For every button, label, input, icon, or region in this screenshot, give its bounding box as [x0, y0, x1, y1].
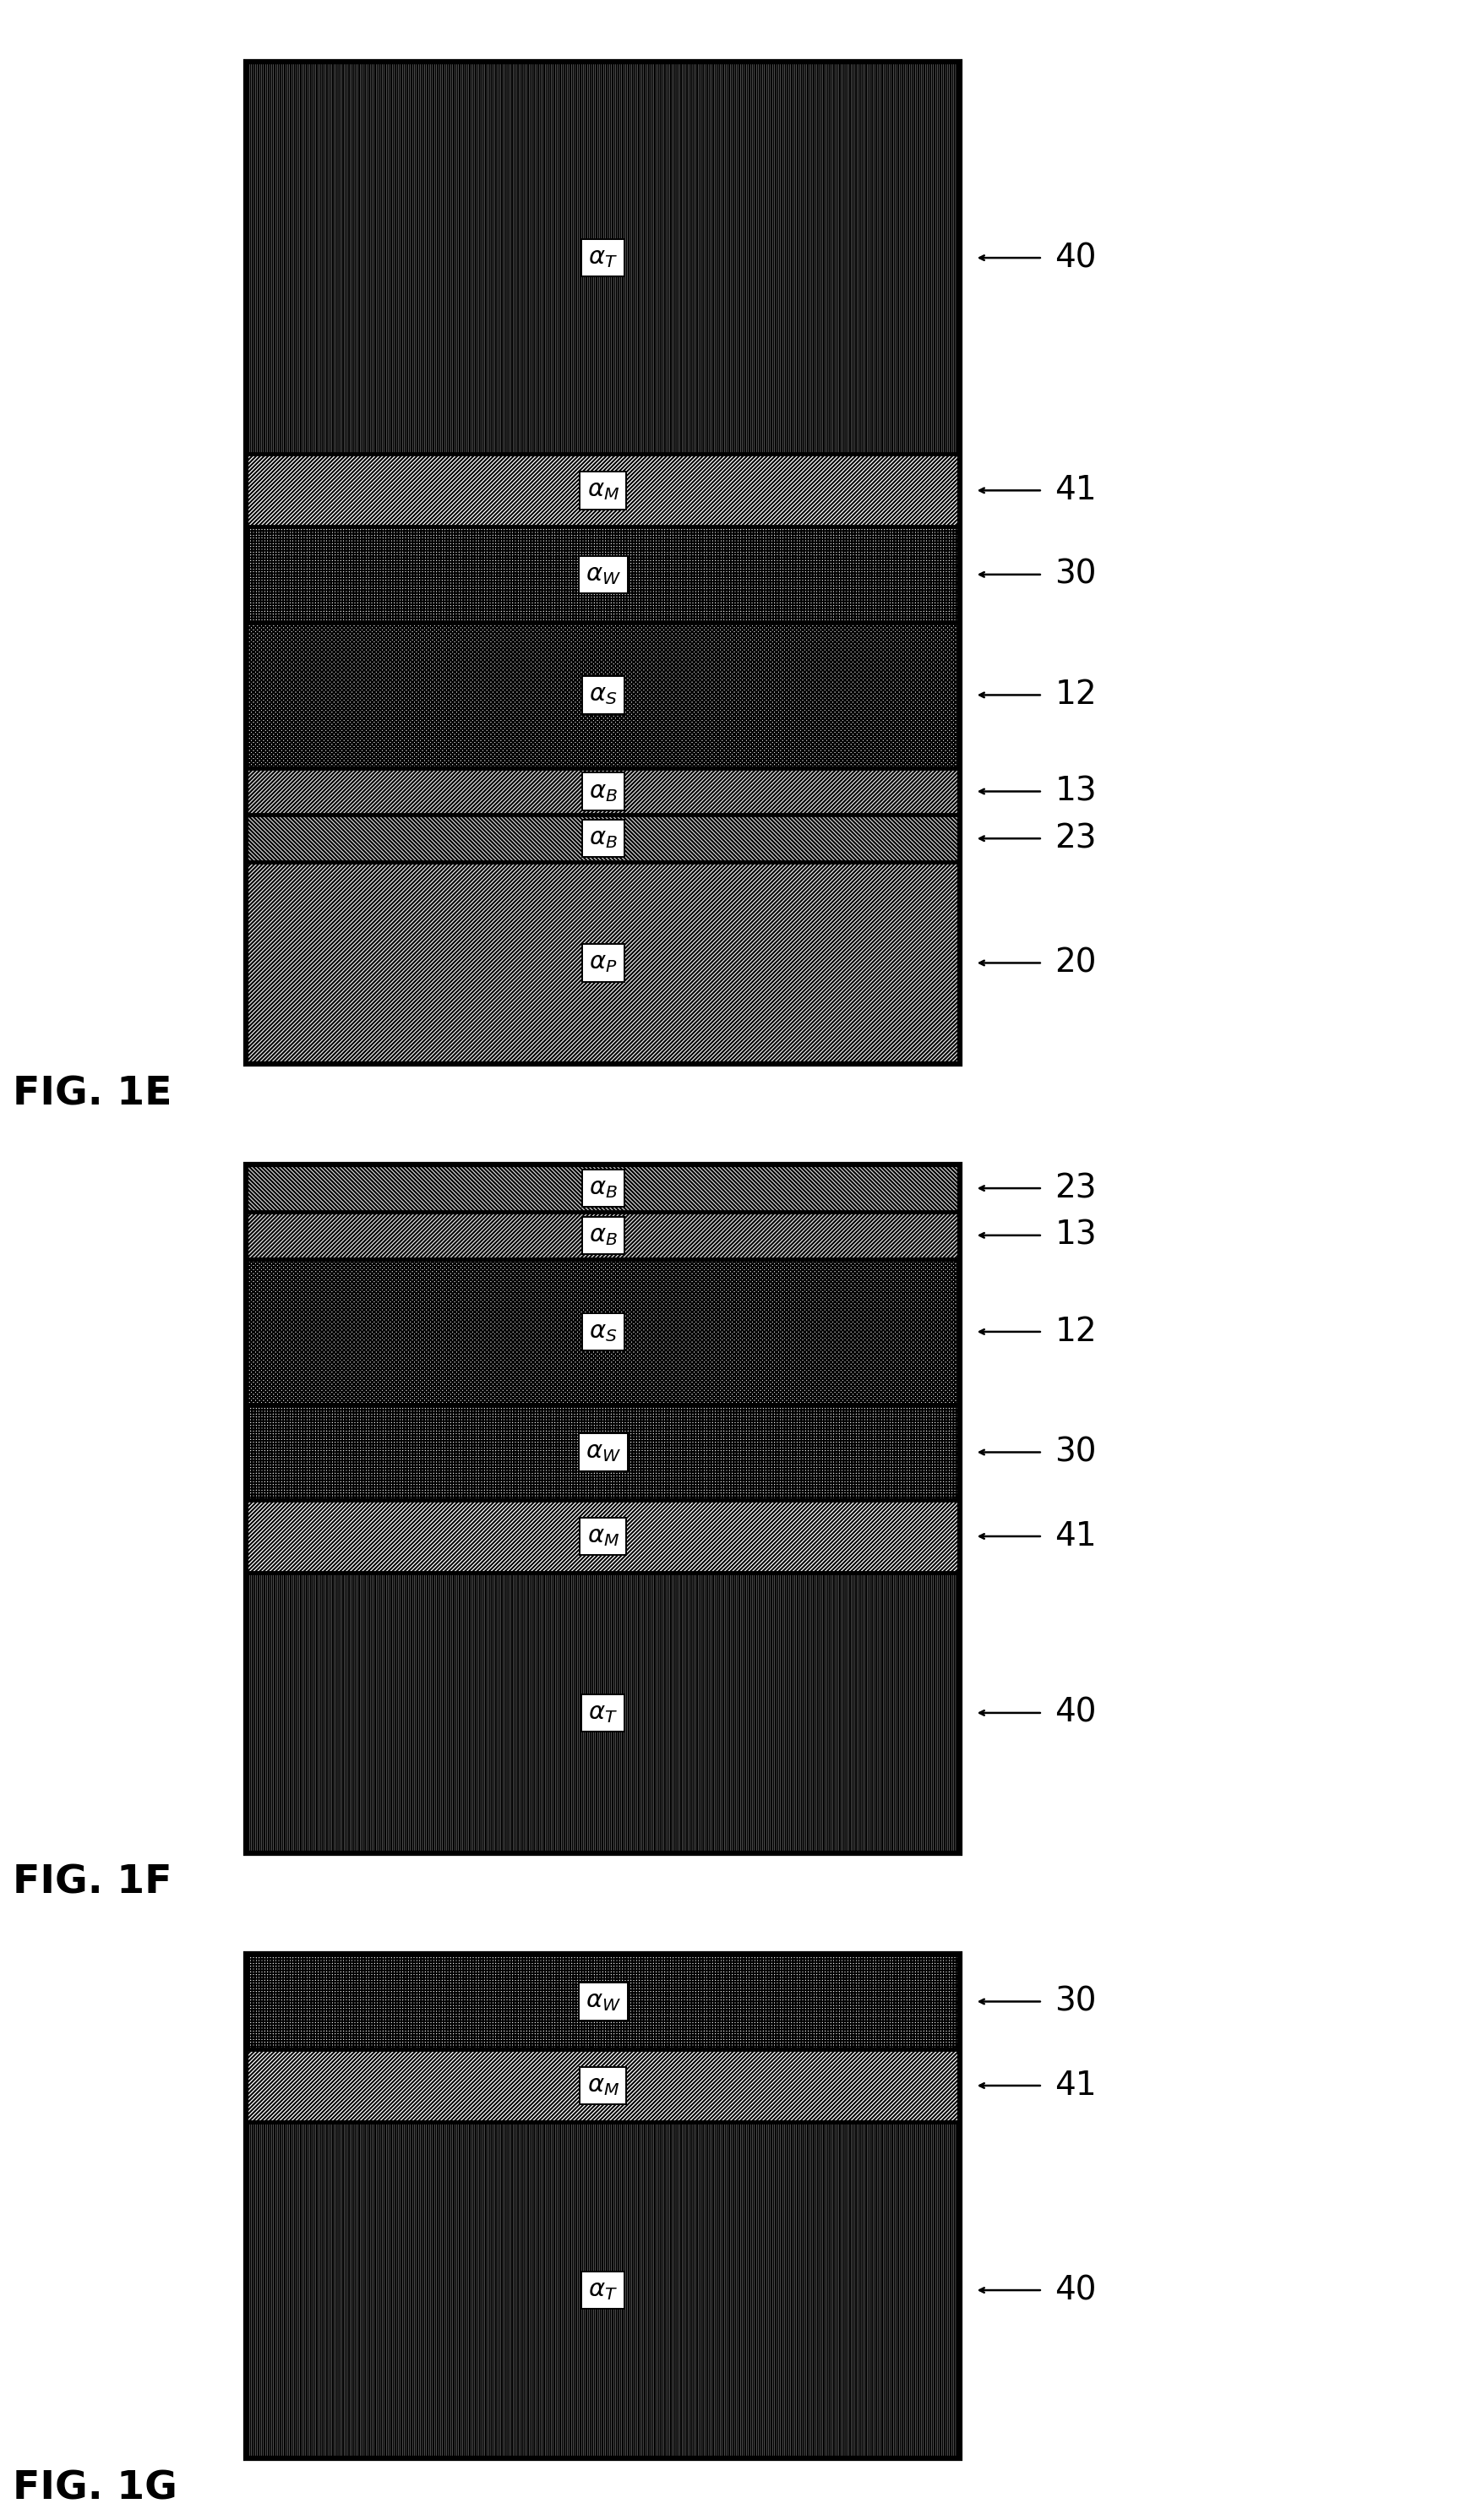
Bar [247, 1953, 960, 2049]
Text: $\alpha_{M}$: $\alpha_{M}$ [586, 1525, 619, 1547]
Bar [247, 814, 960, 862]
Bar [247, 1404, 960, 1499]
Bar [247, 1499, 960, 1572]
Bar [247, 769, 960, 814]
Text: 30: 30 [1055, 1436, 1096, 1469]
Text: 41: 41 [1055, 474, 1097, 507]
Text: 13: 13 [1055, 1220, 1097, 1252]
Text: $\alpha_{P}$: $\alpha_{P}$ [589, 950, 617, 975]
Bar [247, 2122, 960, 2460]
Text: 40: 40 [1055, 1696, 1096, 1729]
Text: 41: 41 [1055, 1520, 1097, 1552]
Text: 30: 30 [1055, 559, 1096, 590]
Bar [247, 1164, 960, 1852]
Text: $\alpha_{B}$: $\alpha_{B}$ [589, 1177, 617, 1200]
Bar [247, 527, 960, 622]
Text: 23: 23 [1055, 1172, 1096, 1205]
Text: 41: 41 [1055, 2069, 1097, 2102]
Text: FIG. 1E: FIG. 1E [12, 1076, 171, 1114]
Text: $\alpha_{B}$: $\alpha_{B}$ [589, 779, 617, 804]
Bar [247, 862, 960, 1063]
Text: $\alpha_{B}$: $\alpha_{B}$ [589, 1225, 617, 1247]
Text: 40: 40 [1055, 2273, 1096, 2306]
Text: $\alpha_{S}$: $\alpha_{S}$ [589, 1320, 617, 1343]
Text: 20: 20 [1055, 948, 1096, 978]
Bar [247, 1953, 960, 2460]
Text: $\alpha_{T}$: $\alpha_{T}$ [588, 2278, 617, 2303]
Text: 12: 12 [1055, 1315, 1097, 1348]
Text: $\alpha_{S}$: $\alpha_{S}$ [589, 683, 617, 706]
Text: $\alpha_{M}$: $\alpha_{M}$ [586, 479, 619, 501]
Bar [247, 454, 960, 527]
Text: $\alpha_{T}$: $\alpha_{T}$ [588, 247, 617, 270]
Text: 12: 12 [1055, 678, 1097, 711]
Text: $\alpha_{T}$: $\alpha_{T}$ [588, 1701, 617, 1724]
Text: FIG. 1G: FIG. 1G [12, 2470, 177, 2507]
Bar [247, 2049, 960, 2122]
Bar [247, 60, 960, 454]
Bar [247, 1260, 960, 1404]
Bar [247, 1212, 960, 1260]
Text: $\alpha_{W}$: $\alpha_{W}$ [585, 1991, 620, 2013]
Text: 40: 40 [1055, 242, 1096, 275]
Bar [247, 1164, 960, 1212]
Text: $\alpha_{W}$: $\alpha_{W}$ [585, 1441, 620, 1464]
Bar [247, 622, 960, 769]
Text: $\alpha_{M}$: $\alpha_{M}$ [586, 2074, 619, 2097]
Text: $\alpha_{B}$: $\alpha_{B}$ [589, 827, 617, 849]
Text: 13: 13 [1055, 776, 1097, 806]
Text: FIG. 1F: FIG. 1F [12, 1865, 171, 1903]
Bar [247, 60, 960, 1063]
Bar [247, 1572, 960, 1852]
Text: $\alpha_{W}$: $\alpha_{W}$ [585, 562, 620, 587]
Text: 23: 23 [1055, 822, 1096, 854]
Text: 30: 30 [1055, 1986, 1096, 2019]
